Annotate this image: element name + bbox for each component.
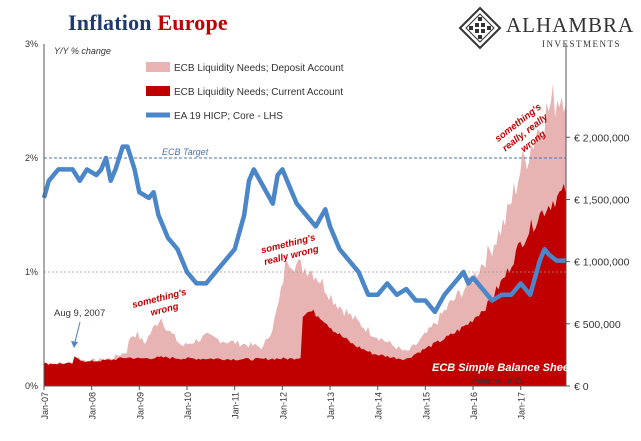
right-tick-label: € 2,000,000 <box>574 132 630 144</box>
ecb-target-label: ECB Target <box>162 147 209 157</box>
right-tick-label: € 1,000,000 <box>574 257 630 269</box>
annotation-aug-9-2007: Aug 9, 2007 <box>54 308 105 319</box>
x-tick-label: Jan-08 <box>88 392 98 420</box>
alhambra-logo-icon <box>458 6 502 50</box>
x-tick-label: Jan-07 <box>40 392 50 420</box>
title-word-inflation: Inflation <box>68 10 152 35</box>
legend-label: ECB Liquidity Needs; Current Account <box>174 87 343 98</box>
alhambra-logo: ALHAMBRA INVESTMENTS <box>458 6 638 52</box>
legend-swatch <box>146 62 170 72</box>
current-account-area <box>44 183 566 386</box>
legend-label: EA 19 HICP; Core - LHS <box>174 111 283 122</box>
x-tick-label: Jan-14 <box>374 392 384 420</box>
logo-name: ALHAMBRA <box>506 13 635 37</box>
right-tick-label: € 500,000 <box>574 319 621 331</box>
x-tick-label: Jan-15 <box>421 392 431 420</box>
hicp-core-line <box>41 144 566 315</box>
legend-label: ECB Liquidity Needs; Deposit Account <box>174 63 344 74</box>
annotation-ecb-simple-balance-sheet: ECB Simple Balance Sheet <box>432 362 574 374</box>
axes: 0% 1% 2% 3% Y/Y % change € 0 € 500,000 € 1,000,… <box>25 39 630 420</box>
left-axis-label: Y/Y % change <box>54 46 111 56</box>
annotation-arrowhead <box>71 341 78 348</box>
x-tick-label: Jan-16 <box>469 392 479 420</box>
legend-swatch <box>146 86 170 96</box>
left-tick-label: 3% <box>25 39 38 49</box>
x-tick-label: Jan-17 <box>517 392 527 420</box>
right-tick-label: € 1,500,000 <box>574 194 630 206</box>
left-tick-label: 2% <box>25 153 38 163</box>
x-tick-label: Jan-10 <box>183 392 193 420</box>
chart-title: Inflation Europe <box>68 10 228 36</box>
x-tick-label: Jan-09 <box>135 392 145 420</box>
x-tick-label: Jan-13 <box>326 392 336 420</box>
right-axis-label: millions of €s <box>472 376 525 386</box>
left-tick-label: 0% <box>25 381 38 391</box>
series-areas <box>44 83 566 386</box>
x-tick-label: Jan-12 <box>278 392 288 420</box>
logo-subtitle: INVESTMENTS <box>542 39 621 49</box>
x-tick-label: Jan-11 <box>231 392 241 419</box>
hicp-line-layer <box>41 144 566 315</box>
title-word-europe: Europe <box>157 10 228 35</box>
legend: ECB Liquidity Needs; Deposit Account ECB … <box>146 62 344 122</box>
left-tick-label: 1% <box>25 267 38 277</box>
right-tick-label: € 0 <box>574 381 589 393</box>
